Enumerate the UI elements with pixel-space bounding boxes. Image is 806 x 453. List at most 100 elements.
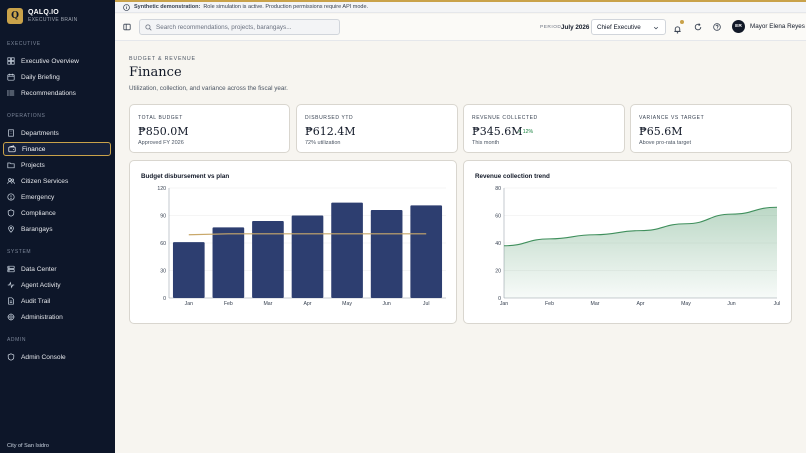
page-title: Finance	[129, 65, 182, 80]
kpi-card-total-budget[interactable]: TOTAL BUDGET ₱850.0M Approved FY 2026	[129, 104, 290, 153]
wallet-icon	[8, 145, 16, 153]
kpi-delta: ↗ 12%	[517, 129, 534, 135]
sidebar-item-admin-console[interactable]: Admin Console	[3, 350, 111, 364]
x-tick-label: Jan	[185, 301, 193, 307]
sidebar-item-projects[interactable]: Projects	[3, 158, 111, 172]
sidebar-item-label: Admin Console	[21, 353, 66, 361]
y-tick-label: 60	[160, 241, 166, 247]
sidebar-item-label: Agent Activity	[21, 281, 61, 289]
revenue-area	[504, 207, 777, 298]
search-icon	[145, 23, 152, 31]
y-tick-label: 30	[160, 268, 166, 274]
kpi-label: REVENUE COLLECTED	[472, 115, 538, 121]
role-select-value: Chief Executive	[597, 23, 641, 31]
banner-text: Role simulation is active. Production pe…	[203, 4, 369, 10]
sidebar-item-agent-activity[interactable]: Agent Activity	[3, 278, 111, 292]
sidebar-item-label: Audit Trail	[21, 297, 51, 305]
avatar: ER	[732, 20, 745, 33]
plan-line	[188, 233, 427, 236]
map-pin-icon	[8, 225, 14, 233]
gear-icon	[7, 313, 15, 321]
x-tick-label: Feb	[224, 301, 233, 307]
sidebar-item-administration[interactable]: Administration	[3, 310, 111, 324]
file-icon	[8, 297, 14, 305]
users-icon	[7, 178, 15, 184]
calendar-icon	[7, 73, 15, 81]
sidebar-item-label: Compliance	[21, 209, 56, 217]
breadcrumb: BUDGET & REVENUE	[129, 56, 196, 62]
brand-logo-icon: Q	[7, 8, 23, 24]
x-tick-label: Feb	[545, 301, 554, 307]
kpi-label: VARIANCE VS TARGET	[639, 115, 705, 121]
kpi-label: TOTAL BUDGET	[138, 115, 183, 121]
x-tick-label: Apr	[303, 301, 311, 307]
role-select[interactable]: Chief Executive	[591, 19, 666, 35]
notification-dot	[680, 20, 684, 24]
revenue-line	[503, 206, 778, 247]
bar	[331, 202, 363, 298]
bar	[410, 205, 443, 298]
search-box[interactable]	[139, 19, 340, 35]
y-tick-label: 60	[495, 213, 501, 219]
sidebar-item-departments[interactable]: Departments	[3, 126, 111, 140]
bell-icon	[674, 26, 681, 34]
sidebar-item-recommendations[interactable]: Recommendations	[3, 86, 111, 100]
sidebar-section-label: OPERATIONS	[7, 113, 46, 119]
refresh-icon[interactable]	[694, 23, 702, 31]
kpi-value: ₱345.6M	[472, 125, 523, 138]
sidebar-item-daily-briefing[interactable]: Daily Briefing	[3, 70, 111, 84]
sidebar-item-finance[interactable]: Finance	[3, 142, 111, 156]
sidebar-item-label: Finance	[22, 145, 46, 153]
kpi-sub: Approved FY 2026	[138, 140, 184, 146]
brand-subtitle: EXECUTIVE BRAIN	[28, 17, 78, 23]
x-tick-label: Mar	[263, 301, 272, 307]
search-input[interactable]	[156, 23, 336, 31]
sidebar-item-label: Executive Overview	[21, 57, 79, 65]
notifications-button[interactable]	[673, 20, 684, 34]
sidebar-item-barangays[interactable]: Barangays	[3, 222, 111, 236]
sidebar-toggle-icon[interactable]	[123, 23, 131, 31]
sidebar-item-data-center[interactable]: Data Center	[3, 262, 111, 276]
sidebar-item-audit-trail[interactable]: Audit Trail	[3, 294, 111, 308]
chart-title: Budget disbursement vs plan	[141, 173, 230, 180]
kpi-value: ₱850.0M	[138, 125, 189, 138]
y-tick-label: 90	[160, 213, 166, 219]
sidebar-item-label: Recommendations	[21, 89, 76, 97]
grid-icon	[7, 57, 15, 65]
kpi-value: ₱612.4M	[305, 125, 356, 138]
sidebar-section-label: EXECUTIVE	[7, 41, 41, 47]
x-tick-label: Jan	[500, 301, 508, 307]
database-icon	[7, 265, 15, 273]
kpi-sub: This month	[472, 140, 500, 146]
user-menu[interactable]: ER Mayor Elena Reyes	[732, 20, 805, 33]
kpi-label: DISBURSED YTD	[305, 115, 354, 121]
kpi-card-variance[interactable]: VARIANCE VS TARGET ₱65.6M Above pro-rata…	[630, 104, 792, 153]
chart-panel-disbursement: Budget disbursement vs plan 0 30 60 90 120 Ja…	[129, 160, 457, 324]
info-icon	[123, 3, 130, 11]
y-tick-label: 120	[157, 186, 166, 192]
main-content: BUDGET & REVENUE Finance Utilization, co…	[115, 42, 806, 453]
x-tick-label: Mar	[591, 301, 600, 307]
revenue-chart: 0 20 40 60 80 Jan Feb Mar Apr May Jun Jul	[495, 186, 780, 307]
bar	[172, 242, 205, 298]
period-label: PERIOD	[540, 25, 562, 30]
x-tick-label: Apr	[636, 301, 644, 307]
sidebar-item-compliance[interactable]: Compliance	[3, 206, 111, 220]
chart-title: Revenue collection trend	[475, 173, 550, 180]
kpi-card-disbursed[interactable]: DISBURSED YTD ₱612.4M 72% utilization	[296, 104, 458, 153]
chevron-down-icon	[653, 26, 659, 30]
sidebar-item-emergency[interactable]: Emergency	[3, 190, 111, 204]
sidebar-item-executive-overview[interactable]: Executive Overview	[3, 54, 111, 68]
sidebar-section-label: SYSTEM	[7, 249, 32, 255]
bar	[291, 215, 324, 298]
y-tick-label: 0	[163, 296, 166, 302]
activity-icon	[7, 281, 15, 289]
folder-icon	[7, 162, 15, 169]
sidebar-footer: City of San Isidro	[7, 443, 49, 449]
sidebar-section-label: ADMIN	[7, 337, 27, 343]
kpi-card-revenue[interactable]: REVENUE COLLECTED ₱345.6M ↗ 12% This mon…	[463, 104, 625, 153]
shield-icon	[7, 353, 15, 361]
brand[interactable]: Q QALQ.IO EXECUTIVE BRAIN	[7, 8, 78, 24]
help-icon[interactable]	[713, 23, 721, 31]
sidebar-item-citizen-services[interactable]: Citizen Services	[3, 174, 111, 188]
